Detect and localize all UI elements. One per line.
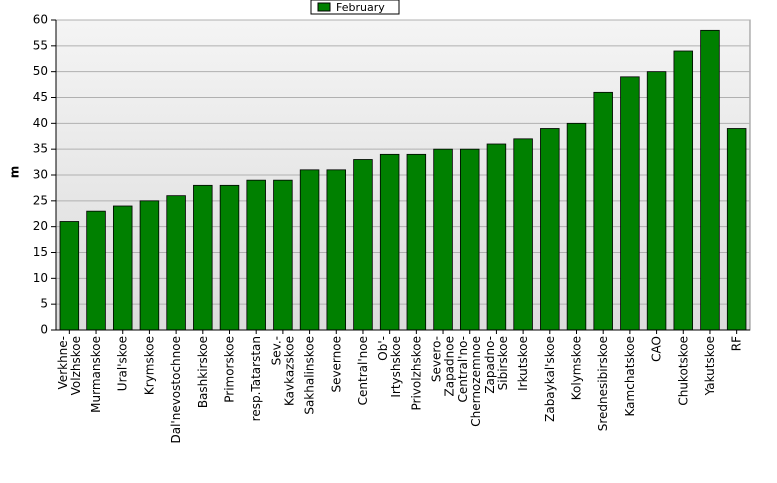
bar [139,200,160,331]
x-tick-label: Yakutskoe [703,336,717,396]
y-axis-label: m [8,166,22,179]
x-tick-label: Privolzhskoe [409,336,423,410]
bar [246,179,266,331]
x-tick-label: Sev.- [269,336,283,365]
x-tick-label: Kamchatskoe [623,336,637,416]
x-tick-label: Sibirskoe [496,336,510,390]
x-tick-label: Krymskoe [142,336,156,395]
bar [646,71,667,331]
x-tick-label: Severnoe [329,336,343,393]
x-tick-label: resp.Tatarstan [249,336,263,421]
y-tick-label: 25 [33,193,48,207]
bar [299,169,320,331]
x-tick-label: Central'noe [356,336,370,405]
bar [273,179,293,331]
y-tick-label: 30 [33,168,48,182]
bar [353,159,373,331]
x-tick-label: Zapadnoe [443,336,457,397]
bar [459,148,480,331]
bar [59,221,80,331]
x-tick-label: Verkhne- [56,336,70,389]
bar [326,169,347,331]
x-tick-label: Severo- [430,336,444,382]
x-tick-label: Bashkirskoe [196,336,210,408]
x-tick-label: Chernozemnoe [469,336,483,427]
bar [593,91,613,331]
x-tick-label: Zapadno- [483,336,497,394]
x-tick-label: Kolymskoe [570,336,584,400]
y-tick-label: 45 [33,90,48,104]
bar [486,143,507,331]
y-tick-label: 40 [33,116,48,130]
y-tick-label: 0 [40,323,48,337]
y-tick-label: 50 [33,64,48,78]
bar [700,29,720,331]
x-tick-label: Volzhskoe [69,336,83,395]
bar [406,153,427,331]
x-tick-label: Irkutskoe [516,336,530,391]
bar [540,128,560,331]
bar [433,148,453,331]
bar [193,184,213,331]
x-tick-label: Ob'- [376,336,390,361]
bar [166,195,186,331]
x-tick-label: Kavkazskoe [282,336,296,406]
y-tick-label: 10 [33,271,48,285]
bar [620,76,640,331]
x-tick-label: CAO [650,336,664,362]
x-tick-label: Primorskoe [223,336,237,403]
y-tick-label: 15 [33,245,48,259]
bar [673,50,694,331]
x-tick-label: Dal'nevostochnoe [169,336,183,444]
legend: February [310,0,400,15]
bar [726,128,747,331]
bar [513,138,533,331]
y-tick-label: 55 [33,38,48,52]
x-tick-label: Srednesibirskoe [596,336,610,431]
legend-box [310,0,400,15]
bar [112,205,133,331]
x-tick-label: Irtyshskoe [389,336,403,398]
bar [379,153,400,331]
x-tick-label: Chukotskoe [676,336,690,406]
x-tick-label: Zabaykal'skoe [543,336,557,422]
x-tick-label: Sakhalinskoe [303,336,317,415]
legend-swatch [317,2,331,12]
y-tick-label: 5 [40,297,48,311]
y-tick-label: 60 [33,13,48,27]
x-tick-label: Murmanskoe [89,336,103,413]
x-tick-label: RF [730,336,744,351]
x-tick-label: Ural'skoe [116,336,130,391]
x-tick-label: Central'no- [456,336,470,403]
bar [566,122,587,331]
bar [219,184,240,331]
legend-label: February [336,1,385,14]
y-tick-label: 20 [33,219,48,233]
bar [86,210,106,331]
y-tick-label: 35 [33,142,48,156]
